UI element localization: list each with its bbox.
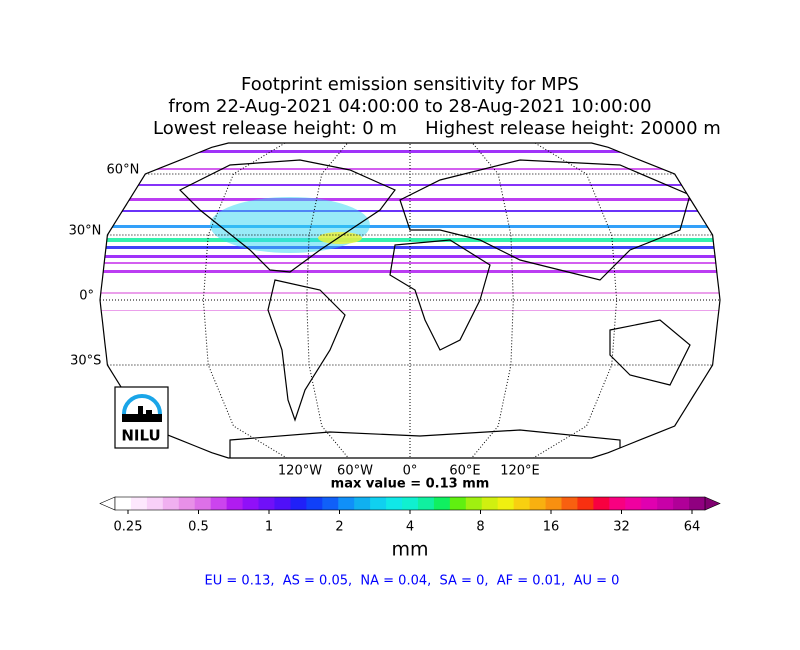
title-line: Footprint emission sensitivity for MPS xyxy=(241,74,579,95)
colorbar-swatch xyxy=(433,497,451,510)
lon-label: 60°W xyxy=(337,464,373,479)
colorbar-swatch xyxy=(465,497,483,510)
colorbar-swatch xyxy=(657,497,674,510)
colorbar-swatch xyxy=(513,497,530,510)
colorbar-swatch xyxy=(258,497,275,510)
colorbar-tick-label: 32 xyxy=(613,520,630,535)
colorbar-swatch xyxy=(338,497,355,510)
lat-label: 30°S xyxy=(70,354,101,369)
meridian xyxy=(202,143,301,458)
colorbar-swatch xyxy=(322,497,339,510)
colorbar-swatch xyxy=(689,497,706,510)
colorbar-tick-label: 1 xyxy=(265,520,273,535)
colorbar-swatch xyxy=(673,497,690,510)
colorbar-swatch xyxy=(370,497,387,510)
lon-label: 120°W xyxy=(278,464,322,479)
colorbar-swatch xyxy=(402,497,419,510)
colorbar-swatch xyxy=(162,497,180,510)
colorbar-swatch xyxy=(226,497,243,510)
colorbar-swatch xyxy=(130,497,148,510)
colorbar-swatch xyxy=(115,497,132,510)
map xyxy=(100,143,720,458)
colorbar-swatch xyxy=(417,497,435,510)
logo: NILU xyxy=(114,386,169,449)
colorbar-swatch xyxy=(577,497,594,510)
colorbar-tick-label: 0.5 xyxy=(188,520,209,535)
release-height: Lowest release height: 0 m xyxy=(153,118,397,139)
colorbar-swatch xyxy=(290,497,307,510)
colorbar-swatch xyxy=(386,497,403,510)
colorbar-swatch xyxy=(242,497,259,510)
colorbar-swatch xyxy=(609,497,626,510)
colorbar: 0.25 0.5 1 2 4 8 16 32 64 xyxy=(99,496,721,535)
release-height: Highest release height: 20000 m xyxy=(425,118,721,139)
colorbar-unit: mm xyxy=(391,539,428,561)
colorbar-swatch xyxy=(529,497,546,510)
lat-label: 60°N xyxy=(107,163,140,178)
meridian xyxy=(519,143,618,458)
coastlines xyxy=(178,159,691,458)
colorbar-tick-label: 16 xyxy=(543,520,560,535)
colorbar-swatch xyxy=(625,497,642,510)
colorbar-tick-label: 8 xyxy=(476,520,484,535)
colorbar-swatch xyxy=(178,497,196,510)
colorbar-under xyxy=(99,496,116,511)
lat-label: 30°N xyxy=(69,224,102,239)
colorbar-swatch xyxy=(194,497,212,510)
colorbar-swatch xyxy=(497,497,515,510)
colorbar-swatch xyxy=(306,497,323,510)
lat-label: 0° xyxy=(79,289,94,304)
lon-label: 120°E xyxy=(500,464,540,479)
colorbar-swatch xyxy=(561,497,578,510)
lon-label: 60°E xyxy=(449,464,480,479)
colorbar-swatch xyxy=(545,497,562,510)
lon-label: 0° xyxy=(403,464,418,479)
colorbar-swatch xyxy=(146,497,164,510)
colorbar-swatch xyxy=(210,497,228,510)
colorbar-tick-label: 2 xyxy=(335,520,343,535)
colorbar-tick-label: 4 xyxy=(406,520,414,535)
colorbar-tick-label: 0.25 xyxy=(114,520,143,535)
colorbar-tick-label: 64 xyxy=(684,520,701,535)
colorbar-swatch xyxy=(449,497,467,510)
region-summary: EU = 0.13, AS = 0.05, NA = 0.04, SA = 0,… xyxy=(205,574,620,589)
colorbar-swatch xyxy=(641,497,658,510)
map-boundary xyxy=(99,142,721,459)
colorbar-swatch xyxy=(481,497,499,510)
meridian xyxy=(306,143,356,458)
colorbar-swatch xyxy=(593,497,610,510)
colorbar-over xyxy=(704,496,721,511)
meridian xyxy=(464,143,514,458)
colorbar-swatch xyxy=(274,497,291,510)
logo-text: NILU xyxy=(121,427,160,445)
title-line: from 22-Aug-2021 04:00:00 to 28-Aug-2021… xyxy=(168,96,651,117)
max-value: max value = 0.13 mm xyxy=(331,477,490,492)
colorbar-swatch xyxy=(354,497,371,510)
